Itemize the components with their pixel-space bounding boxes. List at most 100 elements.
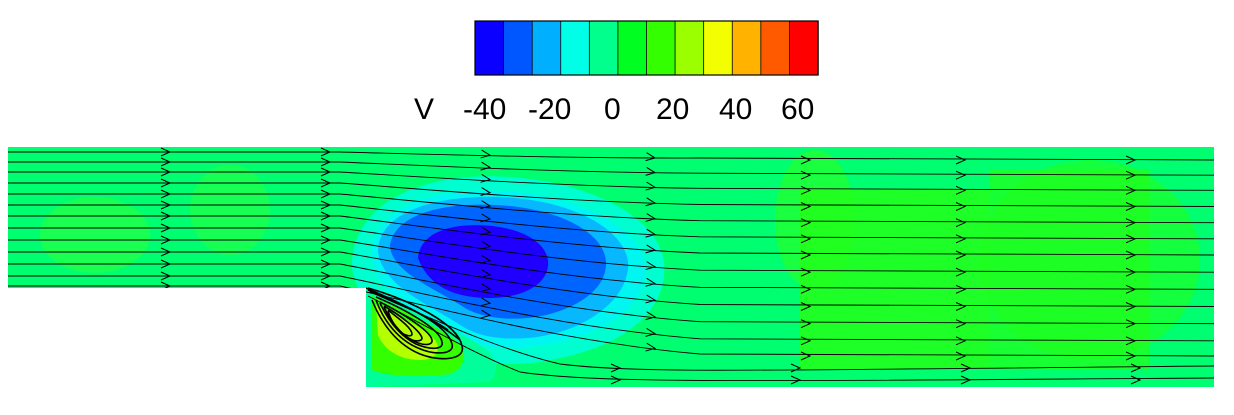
colorbar-tick-label-20: 20 bbox=[656, 93, 689, 126]
streamline-arrow bbox=[1125, 185, 1137, 195]
colorbar-frame bbox=[474, 20, 819, 76]
streamline-arrow bbox=[800, 202, 812, 211]
streamline-arrow bbox=[645, 152, 657, 162]
streamline bbox=[8, 263, 1214, 325]
streamline-arrow bbox=[480, 173, 492, 183]
streamline-arrow bbox=[960, 375, 972, 385]
streamline-arrow bbox=[645, 294, 657, 304]
negative-velocity-lobe bbox=[351, 176, 665, 365]
streamline-arrow bbox=[160, 247, 172, 257]
colorbar-swatch bbox=[560, 20, 591, 76]
streamline-arrow bbox=[480, 213, 492, 223]
colorbar-tick-label-60: 60 bbox=[781, 93, 814, 126]
streamline-arrow bbox=[160, 189, 172, 199]
streamline-arrow bbox=[1125, 170, 1137, 180]
streamline-arrow bbox=[1125, 250, 1137, 260]
streamline-arrow bbox=[800, 267, 812, 277]
streamline-arrow bbox=[790, 363, 802, 373]
streamline bbox=[8, 275, 1214, 342]
streamline-arrow bbox=[480, 255, 492, 264]
streamline-arrow bbox=[320, 211, 332, 221]
colorbar: V -40 -20 0 20 40 60 bbox=[414, 20, 819, 126]
streamline-arrow bbox=[645, 244, 657, 254]
colorbar-tick-label-40: 40 bbox=[719, 93, 752, 126]
flow-domain bbox=[8, 147, 1214, 387]
streamline-arrow bbox=[955, 267, 967, 277]
streamline-arrow bbox=[645, 311, 657, 321]
streamline-arrow bbox=[160, 259, 172, 269]
colorbar-swatch bbox=[531, 20, 562, 76]
colorbar-swatch bbox=[646, 20, 676, 76]
streamline-arrow bbox=[160, 167, 172, 177]
streamline-arrow bbox=[160, 211, 172, 221]
streamline-arrow bbox=[480, 297, 492, 307]
streamline-arrow bbox=[790, 375, 802, 385]
streamline-arrow bbox=[955, 284, 967, 294]
streamline-arrow bbox=[800, 234, 812, 244]
streamline-arrow bbox=[800, 218, 812, 228]
streamlines bbox=[8, 147, 1214, 385]
streamline-arrow bbox=[320, 247, 332, 257]
streamline-arrow bbox=[320, 167, 332, 177]
streamline-arrow bbox=[480, 149, 492, 159]
streamline-arrow bbox=[1125, 234, 1137, 244]
colorbar-tick-label-0: 0 bbox=[604, 93, 621, 126]
streamline-arrow bbox=[1125, 218, 1137, 228]
colorbar-swatch bbox=[703, 20, 733, 76]
streamline-arrow bbox=[320, 235, 332, 245]
streamline-arrow bbox=[320, 147, 332, 157]
streamline bbox=[8, 204, 1214, 240]
streamline-arrow bbox=[645, 197, 657, 207]
streamline-arrow bbox=[800, 302, 812, 311]
streamline-arrow bbox=[1125, 319, 1137, 329]
streamline-arrow bbox=[955, 250, 967, 260]
streamline-arrow bbox=[1125, 351, 1137, 361]
streamline-arrow bbox=[645, 277, 657, 287]
streamline-arrow bbox=[160, 157, 172, 167]
streamline-arrow bbox=[645, 328, 657, 337]
streamline-arrow bbox=[320, 189, 332, 199]
streamline-arrow bbox=[610, 375, 622, 385]
streamline-arrow bbox=[1125, 155, 1137, 165]
streamline-arrow bbox=[1130, 375, 1142, 385]
streamline-arrow bbox=[160, 235, 172, 245]
streamline-arrow bbox=[480, 269, 492, 279]
streamline-arrow bbox=[800, 250, 812, 260]
streamline-arrow bbox=[645, 181, 657, 191]
streamline-arrow bbox=[955, 170, 967, 180]
streamline-arrow bbox=[480, 309, 492, 319]
streamline bbox=[8, 227, 1214, 273]
streamline-arrow bbox=[645, 261, 657, 271]
colorbar-swatch bbox=[474, 20, 505, 76]
streamline bbox=[8, 239, 1214, 290]
streamline bbox=[8, 182, 1214, 207]
streamline-arrow bbox=[480, 226, 492, 236]
streamline-arrow bbox=[610, 363, 622, 373]
streamline-arrow bbox=[480, 283, 492, 293]
colorbar-tick-label-neg20: -20 bbox=[528, 93, 571, 126]
streamline-arrow bbox=[800, 351, 812, 361]
colorbar-swatch bbox=[503, 20, 533, 76]
streamline-arrow bbox=[955, 218, 967, 228]
streamline-arrow bbox=[800, 185, 812, 195]
streamline-arrow bbox=[480, 161, 492, 171]
streamline-arrow bbox=[1125, 302, 1137, 311]
streamline-arrow bbox=[800, 319, 812, 329]
streamline bbox=[367, 295, 1214, 382]
streamline-arrow bbox=[480, 200, 492, 210]
streamline-arrow bbox=[320, 200, 332, 210]
streamline-arrow bbox=[1130, 363, 1142, 373]
streamline-arrow bbox=[320, 178, 332, 188]
streamline-arrow bbox=[320, 223, 332, 233]
streamline-arrow bbox=[160, 271, 172, 281]
streamline bbox=[8, 161, 1214, 176]
streamline-arrow bbox=[800, 155, 812, 165]
streamline bbox=[8, 251, 1214, 307]
vortex-swirl bbox=[365, 287, 463, 360]
streamline-arrow bbox=[800, 284, 812, 294]
streamline-arrow bbox=[955, 155, 967, 165]
streamline-arrow bbox=[645, 228, 657, 238]
colorbar-variable-label: V bbox=[414, 93, 434, 126]
streamline-arrow bbox=[955, 302, 967, 311]
